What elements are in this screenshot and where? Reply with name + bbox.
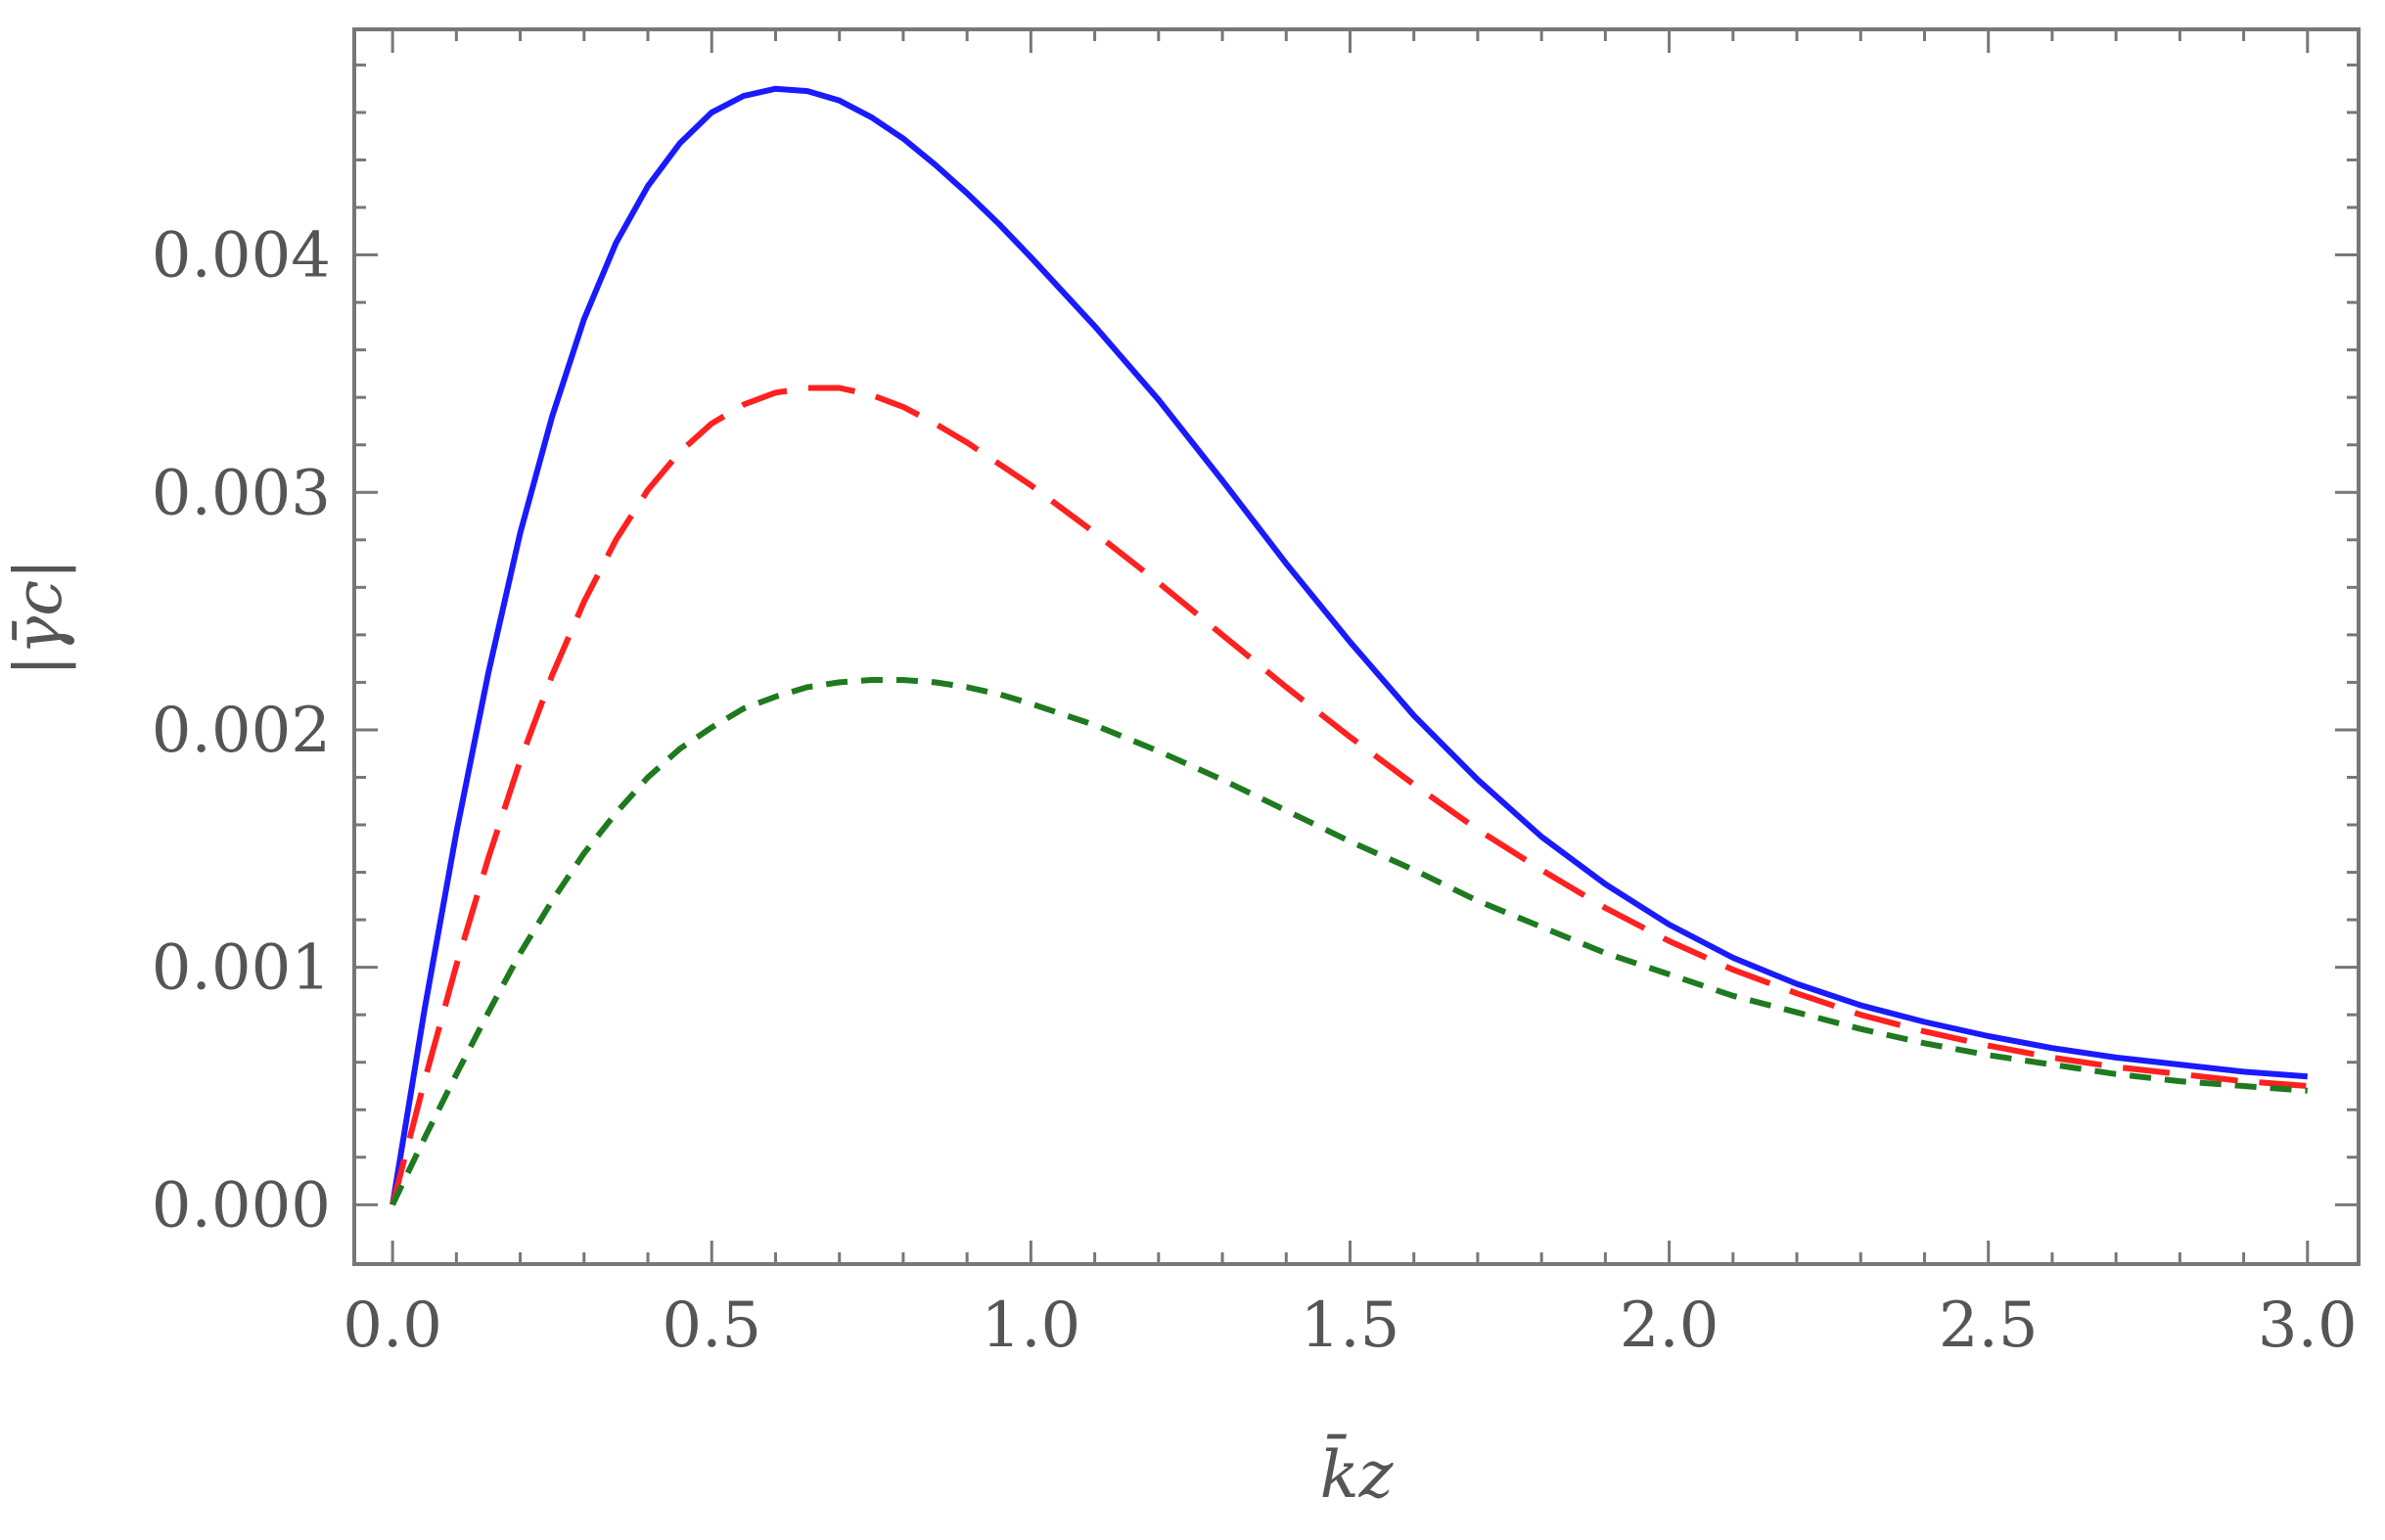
x-tick-label: 0.0	[343, 1290, 442, 1362]
axis-ticks	[354, 29, 2359, 1264]
series-line-2	[390, 385, 2309, 1206]
x-tick-label: 1.5	[1301, 1290, 1400, 1362]
series-line-3	[390, 677, 2309, 1206]
y-tick-label: 0.003	[152, 457, 331, 529]
x-axis-label: k̄z	[1320, 1435, 1395, 1513]
y-tick-label: 0.004	[152, 220, 331, 293]
y-tick-labels: 0.000 0.001 0.002 0.003 0.004	[152, 220, 331, 1243]
x-tick-label: 1.0	[981, 1290, 1080, 1362]
plot-frame	[352, 27, 2361, 1266]
series-line-1	[390, 85, 2309, 1205]
y-tick-label: 0.000	[152, 1169, 331, 1242]
x-tick-label: 2.0	[1620, 1290, 1720, 1362]
x-tick-label: 2.5	[1939, 1290, 2039, 1362]
y-tick-label: 0.001	[152, 932, 331, 1005]
x-tick-label: 3.0	[2258, 1290, 2358, 1362]
series-layer	[390, 85, 2309, 1206]
x-tick-label: 0.5	[662, 1290, 761, 1362]
x-tick-labels: 0.0 0.5 1.0 1.5 2.0 2.5 3.0	[343, 1290, 2357, 1362]
y-axis-label: |γ̄c|	[1, 559, 76, 677]
y-tick-label: 0.002	[152, 695, 331, 767]
